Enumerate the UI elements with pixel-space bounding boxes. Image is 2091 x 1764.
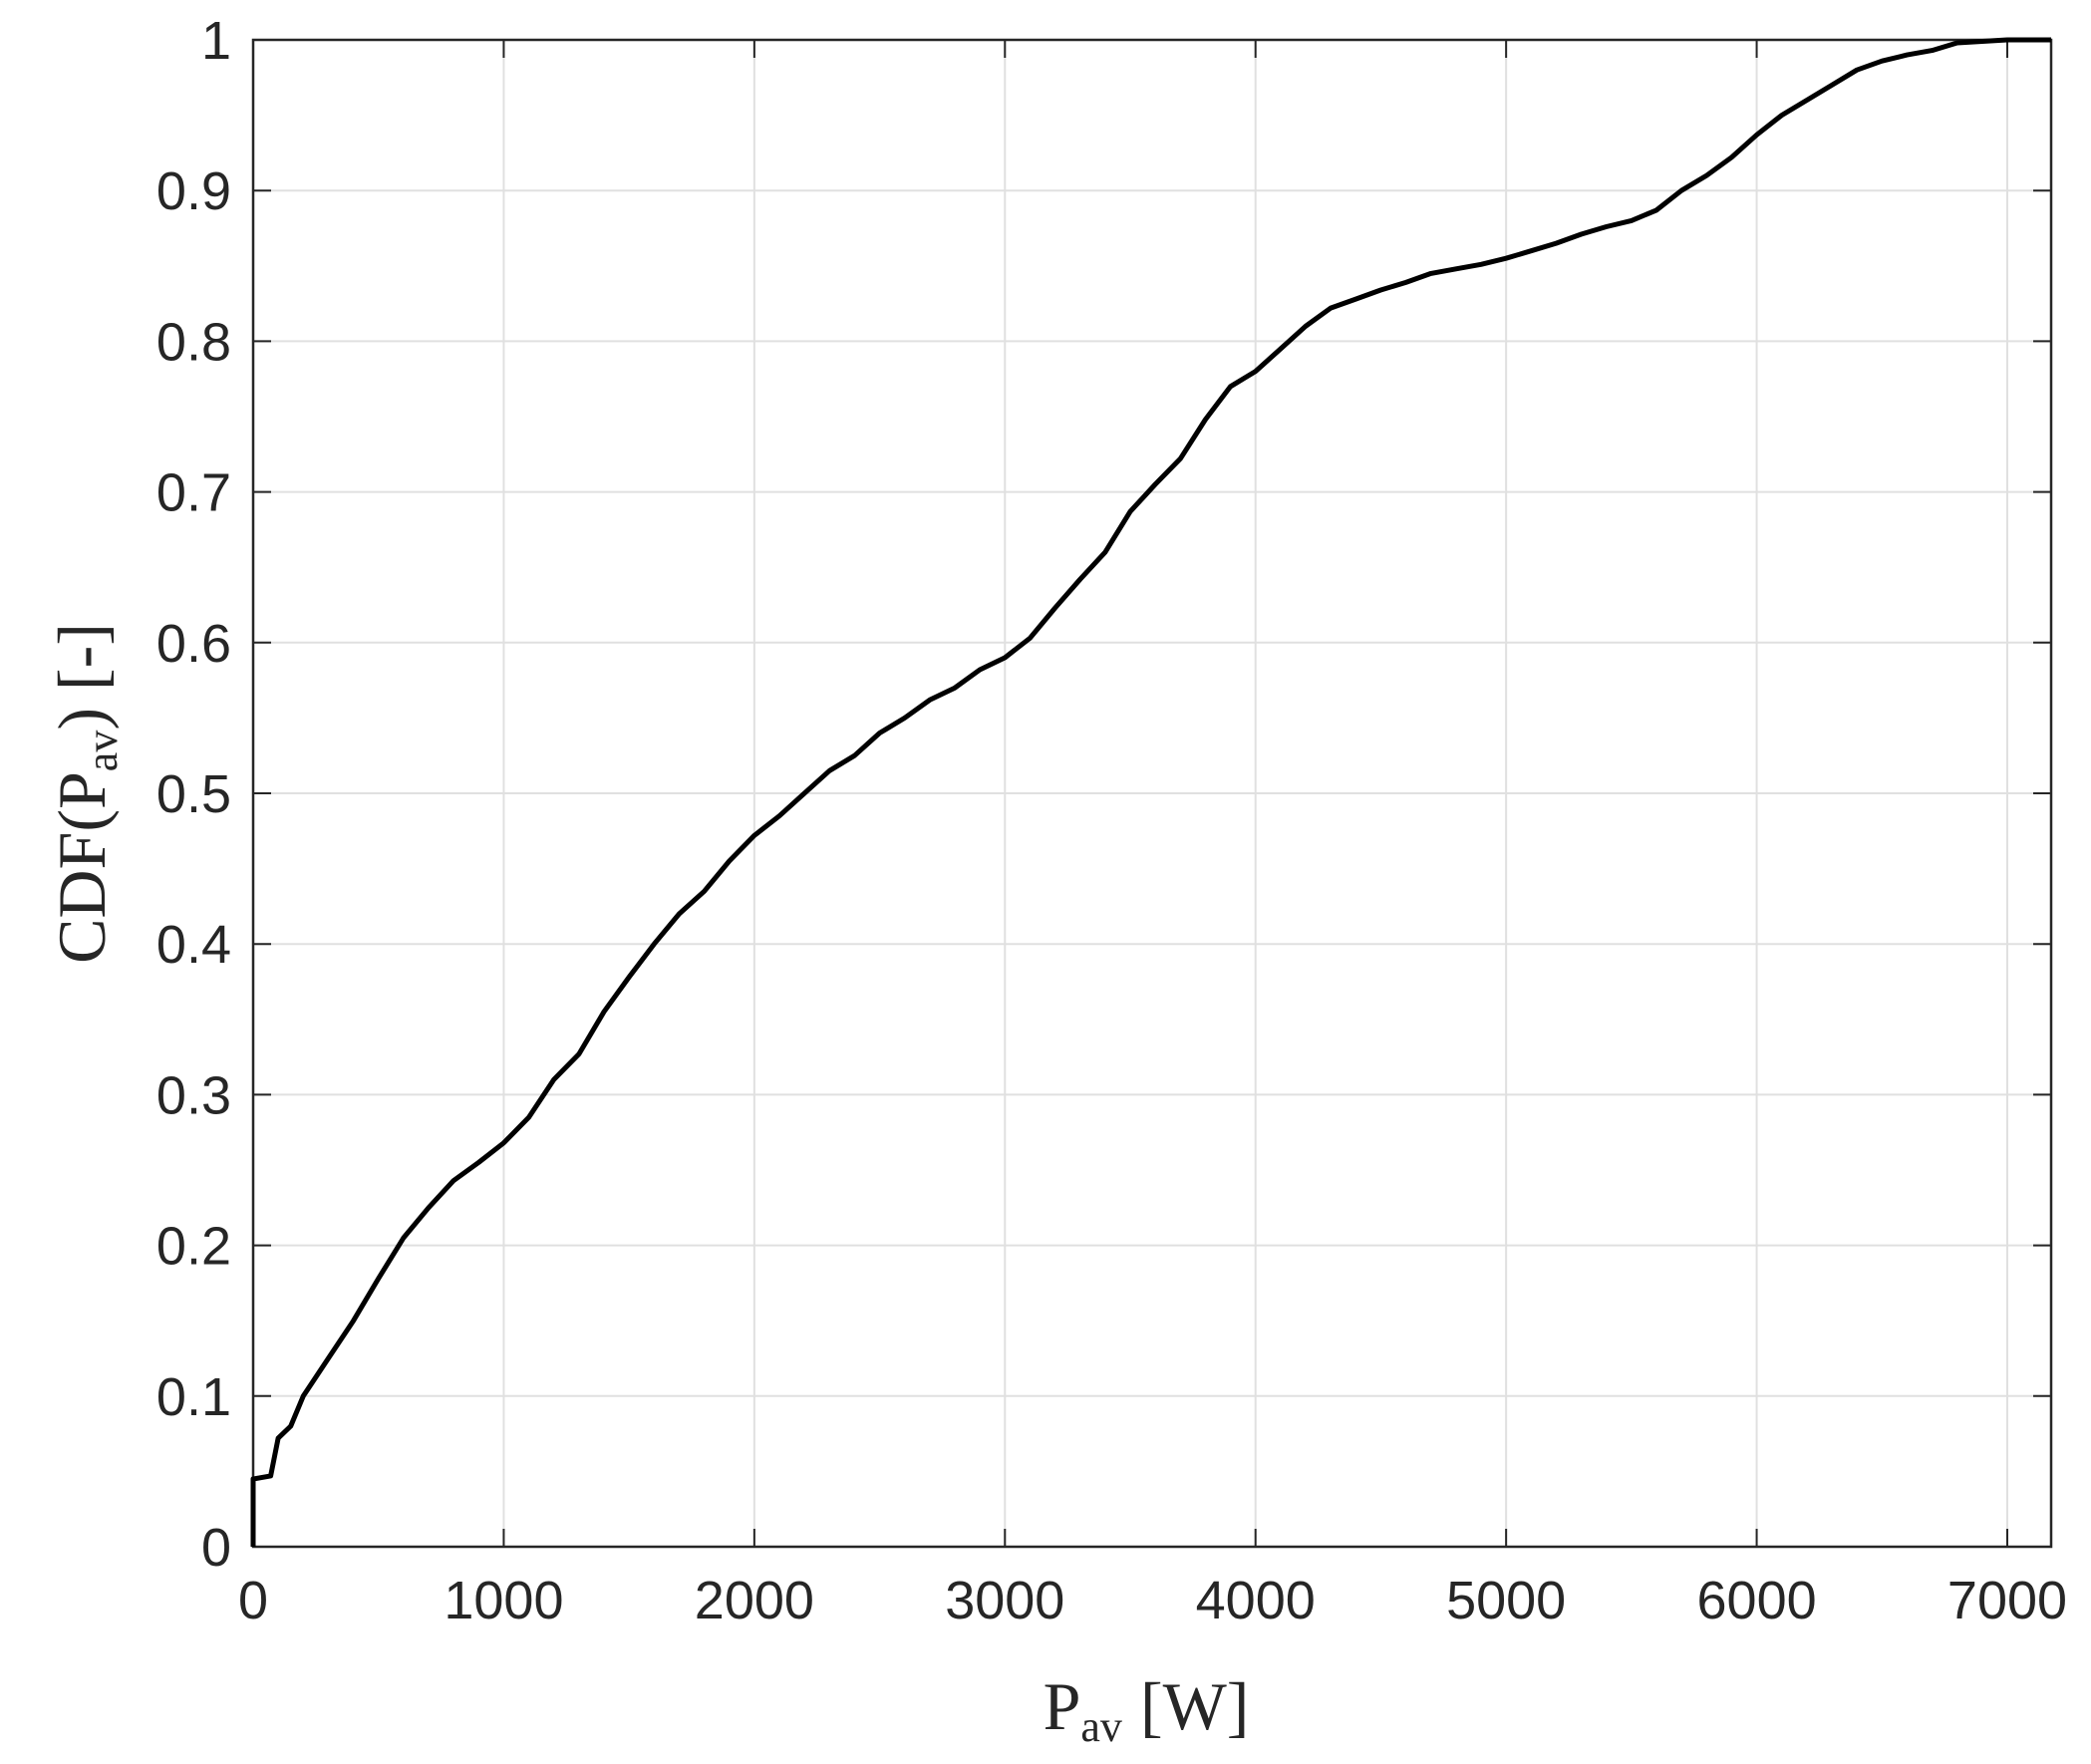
- x-axis-label: Pav [W]: [1044, 1668, 1250, 1751]
- x-tick-label: 0: [238, 1571, 268, 1630]
- y-label-unit: ) [-]: [44, 623, 120, 731]
- y-label-sub: av: [78, 731, 127, 772]
- y-tick-label: 0.6: [156, 614, 231, 674]
- x-tick-label: 1000: [444, 1571, 563, 1630]
- x-tick-label: 7000: [1947, 1571, 2067, 1630]
- x-label-unit: [W]: [1140, 1668, 1249, 1744]
- x-tick-label: 3000: [945, 1571, 1064, 1630]
- y-tick-label: 0.7: [156, 463, 231, 523]
- y-tick-label: 0: [201, 1518, 231, 1578]
- x-tick-label: 6000: [1697, 1571, 1817, 1630]
- cdf-line: [250, 37, 2051, 1547]
- x-tick-label: 5000: [1446, 1571, 1566, 1630]
- x-tick-label: 2000: [695, 1571, 814, 1630]
- y-tick-label: 0.5: [156, 764, 231, 824]
- y-axis-label: CDF(Pav) [-]: [44, 623, 127, 964]
- x-label-sub: av: [1080, 1702, 1122, 1751]
- y-tick-label: 0.8: [156, 312, 231, 372]
- y-tick-label: 0.1: [156, 1367, 231, 1427]
- y-tick-label: 0.9: [156, 161, 231, 221]
- plot-frame: [251, 38, 2053, 1549]
- y-label-main: CDF(P: [44, 771, 120, 964]
- y-tick-label: 0.2: [156, 1217, 231, 1277]
- y-tick-label: 0.3: [156, 1065, 231, 1125]
- x-label-main: P: [1044, 1668, 1081, 1744]
- x-tick-label: 4000: [1196, 1571, 1316, 1630]
- y-tick-label: 1: [201, 11, 231, 71]
- y-tick-label: 0.4: [156, 915, 231, 975]
